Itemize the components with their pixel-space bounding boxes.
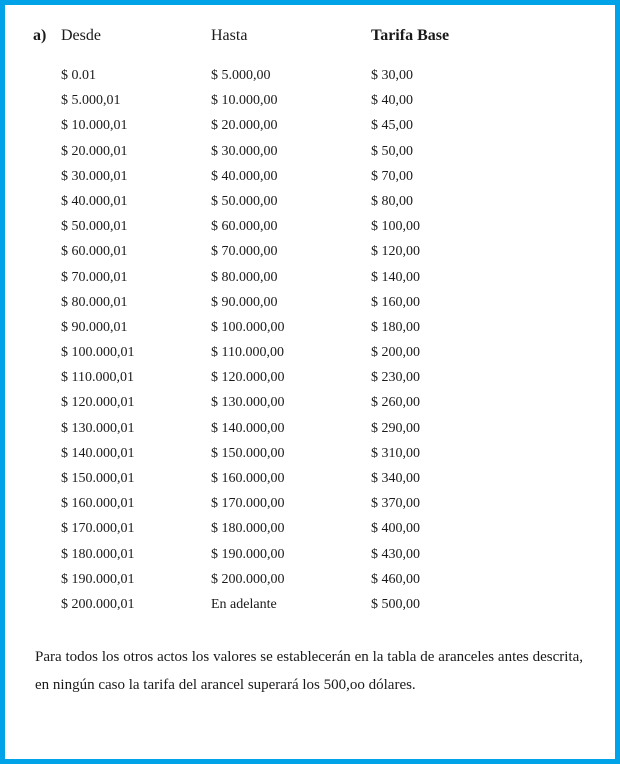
list-marker: a) <box>33 27 61 45</box>
cell-tarifa: $ 45,00 <box>371 113 531 138</box>
header-hasta: Hasta <box>211 27 371 45</box>
cell-desde: $ 170.000,01 <box>33 516 211 541</box>
cell-hasta: $ 80.000,00 <box>211 265 371 290</box>
cell-tarifa: $ 80,00 <box>371 189 531 214</box>
cell-hasta: $ 10.000,00 <box>211 88 371 113</box>
header-desde: Desde <box>61 27 211 45</box>
cell-hasta: $ 60.000,00 <box>211 214 371 239</box>
cell-tarifa: $ 200,00 <box>371 340 531 365</box>
cell-tarifa: $ 500,00 <box>371 592 531 617</box>
column-hasta: $ 5.000,00$ 10.000,00$ 20.000,00$ 30.000… <box>211 63 371 617</box>
cell-desde: $ 190.000,01 <box>33 567 211 592</box>
cell-hasta: $ 50.000,00 <box>211 189 371 214</box>
cell-hasta: $ 180.000,00 <box>211 516 371 541</box>
cell-desde: $ 100.000,01 <box>33 340 211 365</box>
cell-hasta: $ 110.000,00 <box>211 340 371 365</box>
cell-hasta: $ 170.000,00 <box>211 491 371 516</box>
cell-tarifa: $ 180,00 <box>371 315 531 340</box>
cell-desde: $ 130.000,01 <box>33 416 211 441</box>
cell-hasta: $ 190.000,00 <box>211 542 371 567</box>
cell-hasta: $ 150.000,00 <box>211 441 371 466</box>
cell-hasta: $ 5.000,00 <box>211 63 371 88</box>
cell-desde: $ 140.000,01 <box>33 441 211 466</box>
cell-tarifa: $ 370,00 <box>371 491 531 516</box>
cell-tarifa: $ 100,00 <box>371 214 531 239</box>
cell-tarifa: $ 30,00 <box>371 63 531 88</box>
cell-desde: $ 5.000,01 <box>33 88 211 113</box>
cell-desde: $ 80.000,01 <box>33 290 211 315</box>
table-body: $ 0.01$ 5.000,01$ 10.000,01$ 20.000,01$ … <box>33 63 587 617</box>
cell-tarifa: $ 50,00 <box>371 139 531 164</box>
cell-desde: $ 120.000,01 <box>33 390 211 415</box>
cell-desde: $ 150.000,01 <box>33 466 211 491</box>
cell-tarifa: $ 430,00 <box>371 542 531 567</box>
footnote-text: Para todos los otros actos los valores s… <box>33 643 587 699</box>
cell-tarifa: $ 460,00 <box>371 567 531 592</box>
cell-hasta: $ 70.000,00 <box>211 239 371 264</box>
cell-desde: $ 0.01 <box>33 63 211 88</box>
cell-tarifa: $ 40,00 <box>371 88 531 113</box>
cell-hasta: En adelante <box>211 592 371 617</box>
cell-hasta: $ 140.000,00 <box>211 416 371 441</box>
cell-tarifa: $ 290,00 <box>371 416 531 441</box>
cell-hasta: $ 30.000,00 <box>211 139 371 164</box>
cell-hasta: $ 160.000,00 <box>211 466 371 491</box>
cell-tarifa: $ 400,00 <box>371 516 531 541</box>
cell-desde: $ 70.000,01 <box>33 265 211 290</box>
cell-tarifa: $ 340,00 <box>371 466 531 491</box>
cell-desde: $ 160.000,01 <box>33 491 211 516</box>
cell-tarifa: $ 140,00 <box>371 265 531 290</box>
cell-hasta: $ 90.000,00 <box>211 290 371 315</box>
cell-hasta: $ 40.000,00 <box>211 164 371 189</box>
cell-desde: $ 10.000,01 <box>33 113 211 138</box>
cell-tarifa: $ 310,00 <box>371 441 531 466</box>
cell-hasta: $ 120.000,00 <box>211 365 371 390</box>
cell-tarifa: $ 70,00 <box>371 164 531 189</box>
cell-desde: $ 20.000,01 <box>33 139 211 164</box>
cell-desde: $ 40.000,01 <box>33 189 211 214</box>
column-desde: $ 0.01$ 5.000,01$ 10.000,01$ 20.000,01$ … <box>33 63 211 617</box>
cell-tarifa: $ 230,00 <box>371 365 531 390</box>
cell-desde: $ 180.000,01 <box>33 542 211 567</box>
cell-desde: $ 110.000,01 <box>33 365 211 390</box>
table-header-row: a) Desde Hasta Tarifa Base <box>33 27 587 45</box>
column-tarifa: $ 30,00$ 40,00$ 45,00$ 50,00$ 70,00$ 80,… <box>371 63 531 617</box>
cell-desde: $ 90.000,01 <box>33 315 211 340</box>
cell-desde: $ 200.000,01 <box>33 592 211 617</box>
cell-hasta: $ 200.000,00 <box>211 567 371 592</box>
cell-hasta: $ 20.000,00 <box>211 113 371 138</box>
header-tarifa: Tarifa Base <box>371 27 531 45</box>
cell-hasta: $ 130.000,00 <box>211 390 371 415</box>
cell-desde: $ 50.000,01 <box>33 214 211 239</box>
cell-hasta: $ 100.000,00 <box>211 315 371 340</box>
cell-desde: $ 30.000,01 <box>33 164 211 189</box>
cell-tarifa: $ 160,00 <box>371 290 531 315</box>
cell-tarifa: $ 120,00 <box>371 239 531 264</box>
tariff-table-frame: a) Desde Hasta Tarifa Base $ 0.01$ 5.000… <box>0 0 620 764</box>
cell-tarifa: $ 260,00 <box>371 390 531 415</box>
cell-desde: $ 60.000,01 <box>33 239 211 264</box>
